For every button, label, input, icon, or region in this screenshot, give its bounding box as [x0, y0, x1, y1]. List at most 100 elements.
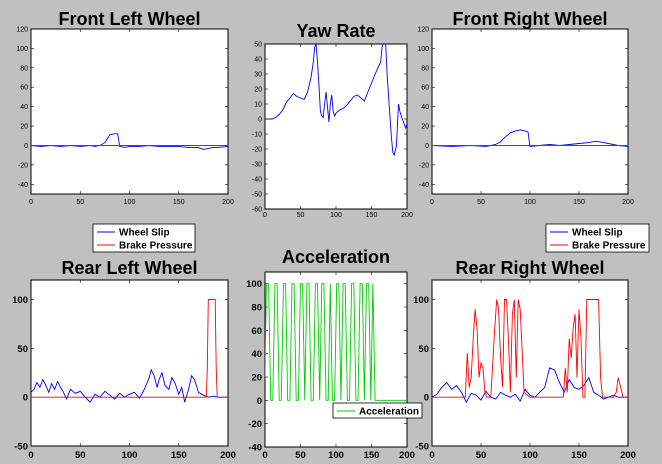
y-tick-label: -50 — [415, 442, 429, 453]
plot-area — [431, 28, 629, 195]
x-tick-label: 100 — [524, 199, 536, 206]
y-tick-label: -50 — [14, 442, 28, 453]
y-tick-label: -20 — [419, 162, 429, 169]
y-tick-label: 30 — [254, 72, 262, 79]
chart-title: Rear Left Wheel — [61, 258, 197, 278]
y-tick-label: 60 — [421, 85, 429, 92]
y-tick-label: 40 — [20, 104, 28, 111]
y-tick-label: -20 — [18, 162, 28, 169]
series-line-1 — [31, 368, 228, 403]
legend-box — [332, 402, 423, 419]
x-tick-label: 50 — [476, 450, 487, 461]
x-tick-label: 200 — [401, 212, 413, 219]
x-tick-label: 150 — [173, 199, 185, 206]
y-tick-label: -20 — [248, 419, 262, 430]
legend-label: Brake Pressure — [572, 241, 646, 252]
y-tick-label: 120 — [16, 27, 28, 34]
chart-yaw: Yaw Rate -60 -50 -40 -30 -20 -10 0 10 20 30 40 50 0 50… — [252, 21, 413, 219]
y-tick-label: 0 — [424, 393, 429, 404]
plot-area — [30, 279, 229, 447]
y-tick-label: 20 — [254, 87, 262, 94]
x-tick-label: 50 — [75, 450, 86, 461]
plot-area — [30, 28, 229, 195]
y-tick-label: 50 — [17, 344, 28, 355]
legend-box — [92, 223, 196, 253]
x-tick-label: 0 — [263, 212, 267, 219]
y-tick-label: 60 — [251, 326, 262, 337]
y-tick-label: 20 — [421, 124, 429, 131]
x-tick-label: 200 — [220, 450, 236, 461]
y-tick-label: 80 — [421, 65, 429, 72]
x-tick-label: 50 — [297, 212, 305, 219]
y-tick-label: 0 — [425, 143, 429, 150]
chart-fl: Front Left Wheel -40 -20 0 20 40 60 80 100 120 0 50… — [16, 9, 234, 253]
x-tick-label: 150 — [366, 212, 378, 219]
plot-area — [264, 43, 408, 210]
x-tick-label: 200 — [222, 199, 234, 206]
y-tick-label: -40 — [248, 443, 262, 454]
y-tick-label: 80 — [20, 65, 28, 72]
chart-title: Front Right Wheel — [453, 9, 608, 29]
legend-box — [545, 223, 650, 253]
y-tick-label: 10 — [254, 102, 262, 109]
y-tick-label: -40 — [419, 182, 429, 189]
y-tick-label: 50 — [418, 344, 429, 355]
x-tick-label: 150 — [571, 450, 587, 461]
legend-label: Acceleration — [359, 407, 419, 418]
chart-title: Yaw Rate — [296, 21, 375, 41]
x-tick-label: 0 — [28, 450, 33, 461]
chart-title: Acceleration — [282, 247, 390, 267]
chart-title: Front Left Wheel — [59, 9, 201, 29]
y-tick-label: -60 — [252, 207, 262, 214]
y-tick-label: -10 — [252, 132, 262, 139]
y-tick-label: 20 — [20, 124, 28, 131]
legend: Acceleration — [332, 402, 423, 419]
chart-fr: Front Right Wheel -40 -20 0 20 40 60 80 100 120 0 5… — [417, 9, 650, 253]
legend-label: Brake Pressure — [119, 241, 193, 252]
series-line-1 — [432, 367, 628, 404]
series-line-2 — [31, 299, 228, 398]
y-tick-label: -50 — [252, 192, 262, 199]
y-tick-label: 100 — [246, 279, 262, 290]
y-tick-label: 120 — [417, 27, 429, 34]
y-tick-label: 100 — [12, 295, 28, 306]
y-tick-label: -40 — [18, 182, 28, 189]
x-tick-label: 100 — [330, 212, 342, 219]
y-tick-label: -40 — [252, 177, 262, 184]
y-tick-label: 20 — [251, 373, 262, 384]
x-tick-label: 200 — [622, 199, 634, 206]
series-line-1 — [265, 44, 407, 157]
x-tick-label: 100 — [328, 450, 344, 461]
legend: Wheel Slip Brake Pressure — [545, 223, 650, 253]
legend: Wheel Slip Brake Pressure — [92, 223, 196, 253]
series-line-acceleration — [265, 283, 407, 401]
y-tick-label: 50 — [254, 42, 262, 49]
x-tick-label: 200 — [620, 450, 636, 461]
y-tick-label: 100 — [16, 46, 28, 53]
x-tick-label: 150 — [573, 199, 585, 206]
x-tick-label: 0 — [430, 199, 434, 206]
chart-title: Rear Right Wheel — [455, 258, 604, 278]
x-tick-label: 50 — [76, 199, 84, 206]
x-tick-label: 100 — [124, 199, 136, 206]
legend-label: Wheel Slip — [572, 228, 623, 239]
y-tick-label: 0 — [24, 143, 28, 150]
y-tick-label: 100 — [417, 46, 429, 53]
y-tick-label: -20 — [252, 147, 262, 154]
y-tick-label: 100 — [413, 295, 429, 306]
x-tick-label: 200 — [399, 450, 415, 461]
y-tick-label: 40 — [421, 104, 429, 111]
y-tick-label: 40 — [251, 349, 262, 360]
x-tick-label: 100 — [522, 450, 538, 461]
y-tick-label: 0 — [258, 117, 262, 124]
y-tick-label: 60 — [20, 85, 28, 92]
chart-acc: Acceleration -40 -20 0 20 40 60 80 100 0 50 100 150 2… — [246, 247, 423, 461]
x-tick-label: 150 — [364, 450, 380, 461]
legend-label: Wheel Slip — [119, 228, 170, 239]
x-tick-label: 0 — [29, 199, 33, 206]
y-tick-label: -30 — [252, 162, 262, 169]
y-tick-label: 80 — [251, 303, 262, 314]
